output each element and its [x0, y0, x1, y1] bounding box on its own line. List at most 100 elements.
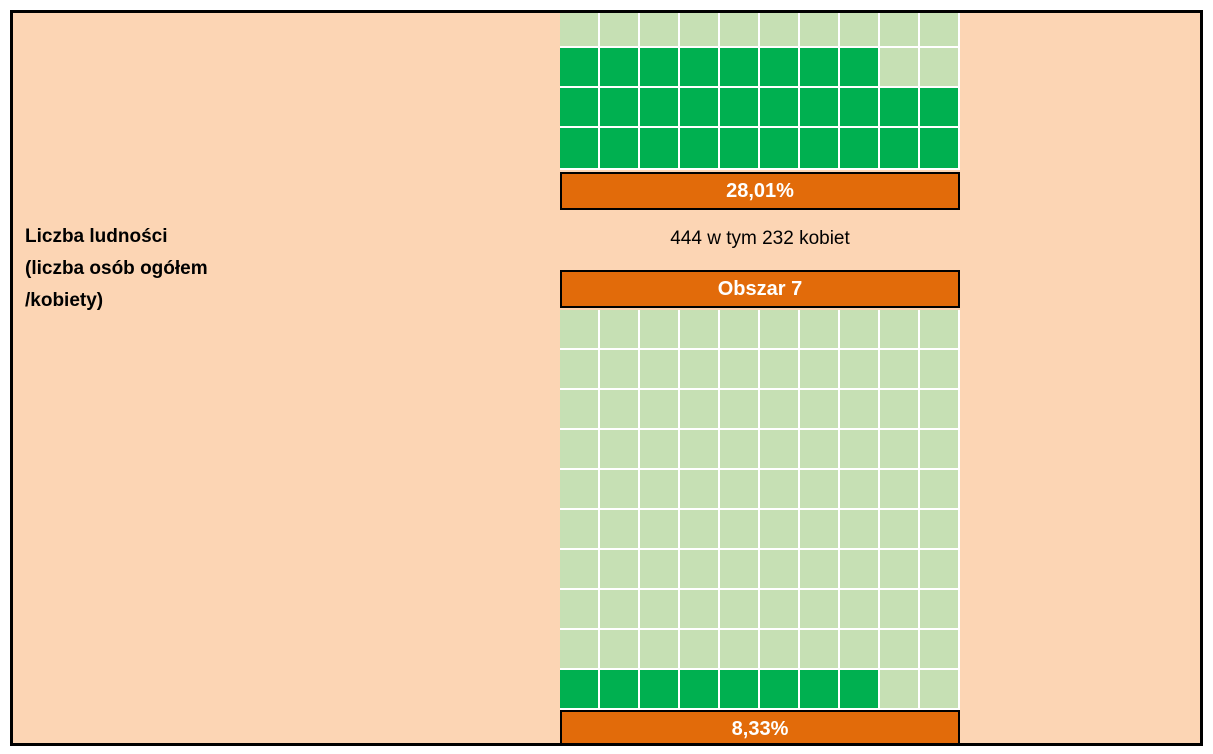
- waffle-cell: [680, 550, 720, 590]
- waffle-cell: [760, 510, 800, 550]
- waffle-cell: [560, 390, 600, 430]
- waffle-cell: [880, 13, 920, 48]
- waffle-cell: [720, 550, 760, 590]
- waffle-cell: [560, 350, 600, 390]
- waffle-cell: [600, 13, 640, 48]
- waffle-cell: [800, 510, 840, 550]
- waffle-cell: [720, 630, 760, 670]
- waffle-cell: [680, 390, 720, 430]
- waffle-cell: [920, 128, 960, 170]
- waffle-cell: [920, 350, 960, 390]
- waffle-cell: [600, 590, 640, 630]
- waffle-cell: [760, 48, 800, 88]
- waffle-cell: [880, 510, 920, 550]
- waffle-cell: [840, 590, 880, 630]
- waffle-cell: [640, 128, 680, 170]
- percent-bar: 28,01%: [560, 172, 960, 210]
- waffle-cell: [880, 350, 920, 390]
- waffle-cell: [720, 430, 760, 470]
- waffle-cell: [760, 670, 800, 710]
- waffle-cell: [640, 510, 680, 550]
- waffle-cell: [760, 88, 800, 128]
- waffle-cell: [720, 590, 760, 630]
- waffle-cell: [640, 48, 680, 88]
- waffle-cell: [800, 48, 840, 88]
- waffle-cell: [840, 470, 880, 510]
- waffle-cell: [840, 670, 880, 710]
- waffle-cell: [720, 470, 760, 510]
- waffle-cell: [920, 470, 960, 510]
- waffle-cell: [640, 590, 680, 630]
- waffle-cell: [880, 430, 920, 470]
- waffle-cell: [840, 510, 880, 550]
- waffle-cell: [720, 670, 760, 710]
- waffle-cell: [920, 590, 960, 630]
- waffle-cell: [600, 350, 640, 390]
- waffle-cell: [760, 550, 800, 590]
- row-label: /kobiety): [25, 290, 104, 311]
- waffle-cell: [920, 390, 960, 430]
- waffle-cell: [760, 350, 800, 390]
- percent-bar: 8,33%: [560, 710, 960, 743]
- waffle-cell: [680, 48, 720, 88]
- waffle-cell: [800, 88, 840, 128]
- waffle-cell: [640, 670, 680, 710]
- waffle-cell: [680, 13, 720, 48]
- waffle-cell: [640, 550, 680, 590]
- waffle-cell: [560, 430, 600, 470]
- waffle-cell: [600, 88, 640, 128]
- waffle-cell: [600, 48, 640, 88]
- waffle-cell: [720, 510, 760, 550]
- waffle-cell: [640, 630, 680, 670]
- waffle-cell: [760, 630, 800, 670]
- row-label: Liczba ludności: [25, 226, 168, 247]
- waffle-cell: [880, 390, 920, 430]
- waffle-cell: [720, 390, 760, 430]
- waffle-cell: [680, 470, 720, 510]
- waffle-cell: [880, 670, 920, 710]
- waffle-cell: [880, 550, 920, 590]
- waffle-cell: [840, 390, 880, 430]
- waffle-cell: [920, 310, 960, 350]
- waffle-cell: [640, 470, 680, 510]
- waffle-cell: [920, 510, 960, 550]
- waffle-cell: [800, 670, 840, 710]
- waffle-cell: [640, 310, 680, 350]
- waffle-cell: [560, 310, 600, 350]
- waffle-cell: [600, 630, 640, 670]
- waffle-cell: [880, 48, 920, 88]
- caption: 444 w tym 232 kobiet: [670, 228, 850, 249]
- waffle-cell: [880, 590, 920, 630]
- waffle-cell: [720, 48, 760, 88]
- waffle-cell: [600, 470, 640, 510]
- waffle-cell: [920, 88, 960, 128]
- waffle-cell: [680, 630, 720, 670]
- waffle-cell: [680, 590, 720, 630]
- waffle-cell: [840, 630, 880, 670]
- waffle-cell: [720, 88, 760, 128]
- waffle-cell: [560, 88, 600, 128]
- waffle-cell: [880, 128, 920, 170]
- waffle-cell: [800, 470, 840, 510]
- waffle-cell: [760, 430, 800, 470]
- waffle-cell: [560, 510, 600, 550]
- waffle-cell: [840, 350, 880, 390]
- sheet: Liczba ludności (liczba osób ogółem /kob…: [10, 10, 1203, 746]
- waffle-cell: [560, 550, 600, 590]
- waffle-cell: [680, 350, 720, 390]
- waffle-cell: [600, 310, 640, 350]
- waffle-cell: [560, 670, 600, 710]
- waffle-cell: [720, 310, 760, 350]
- waffle-cell: [800, 430, 840, 470]
- waffle-cell: [840, 13, 880, 48]
- waffle-cell: [640, 430, 680, 470]
- waffle-cell: [800, 350, 840, 390]
- waffle-cell: [600, 550, 640, 590]
- waffle-cell: [680, 310, 720, 350]
- waffle-cell: [640, 390, 680, 430]
- waffle-cell: [720, 13, 760, 48]
- waffle-cell: [840, 310, 880, 350]
- waffle-cell: [560, 48, 600, 88]
- waffle-cell: [760, 470, 800, 510]
